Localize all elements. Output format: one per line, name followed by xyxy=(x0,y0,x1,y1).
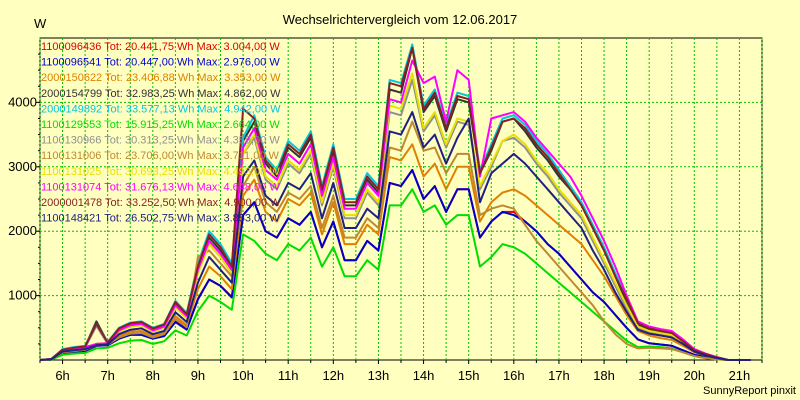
y-tick-label: 1000 xyxy=(8,288,37,303)
x-tick-label: 15h xyxy=(458,368,480,383)
x-tick-label: 8h xyxy=(146,368,160,383)
series-line-11 xyxy=(39,111,751,361)
legend-entry: 1100129553 Tot: 15.915,25 Wh Max: 2.664,… xyxy=(41,119,280,131)
series-line-9 xyxy=(39,59,751,361)
x-tick-label: 6h xyxy=(55,368,69,383)
legend-entry: 1100131074 Tot: 31.676,13 Wh Max: 4.648,… xyxy=(41,181,280,193)
y-tick-label: 4000 xyxy=(8,94,37,109)
series-line-8 xyxy=(39,72,751,361)
legend-entry: 1100096541 Tot: 20.447,00 Wh Max: 2.976,… xyxy=(41,57,280,69)
legend-entry: 1100131006 Tot: 23.706,00 Wh Max: 3.711,… xyxy=(41,150,280,162)
x-tick-label: 18h xyxy=(593,368,615,383)
legend-entry: 1100096436 Tot: 20.441,75 Wh Max: 3.004,… xyxy=(41,41,280,53)
series-line-1 xyxy=(39,169,751,361)
x-tick-label: 9h xyxy=(191,368,205,383)
chart-title: Wechselrichtervergleich vom 12.06.2017 xyxy=(283,12,518,27)
x-tick-label: 11h xyxy=(278,368,299,383)
x-tick-label: 14h xyxy=(413,368,435,383)
x-tick-label: 16h xyxy=(503,368,525,383)
legend-entry: 2000154799 Tot: 32.983,25 Wh Max: 4.862,… xyxy=(41,88,281,100)
x-tick-label: 7h xyxy=(100,368,114,383)
y-tick-label: 2000 xyxy=(8,223,37,238)
legend: 1100096436 Tot: 20.441,75 Wh Max: 3.004,… xyxy=(41,41,281,225)
legend-entry: 1100148421 Tot: 26.502,75 Wh Max: 3.853,… xyxy=(41,213,280,225)
y-tick-label: 3000 xyxy=(8,159,37,174)
y-axis: 1000 2000 3000 4000 xyxy=(8,53,40,345)
x-tick-label: 19h xyxy=(638,368,660,383)
x-tick-label: 20h xyxy=(683,368,705,383)
legend-entry: 1100131025 Tot: 30.693,25 Wh Max: 4.493,… xyxy=(41,166,280,178)
legend-entry: 1100130966 Tot: 30.313,25 Wh Max: 4.359,… xyxy=(41,135,280,147)
x-tick-label: 17h xyxy=(548,368,570,383)
legend-entry: 2000001478 Tot: 33.252,50 Wh Max: 4.900,… xyxy=(41,197,281,209)
series-line-5 xyxy=(39,188,751,361)
x-tick-label: 13h xyxy=(368,368,390,383)
series-line-2 xyxy=(39,143,751,361)
footer-credit: SunnyReport pinxit xyxy=(703,385,796,397)
legend-entry: 2000149892 Tot: 33.577,13 Wh Max: 4.942,… xyxy=(41,103,281,115)
x-tick-label: 10h xyxy=(232,368,254,383)
x-axis: 6h 7h 8h 9h 10h 11h 12h 13h 14h 15h 16h 17h 18h 19h 20… xyxy=(39,360,763,383)
x-tick-label: 12h xyxy=(322,368,344,383)
series-line-7 xyxy=(39,120,751,361)
series-lines xyxy=(39,43,751,361)
series-line-10 xyxy=(39,46,751,361)
y-axis-unit: W xyxy=(34,16,47,31)
legend-entry: 2000150622 Tot: 23.406,88 Wh Max: 3.353,… xyxy=(41,72,281,84)
x-tick-label: 21h xyxy=(729,368,751,383)
